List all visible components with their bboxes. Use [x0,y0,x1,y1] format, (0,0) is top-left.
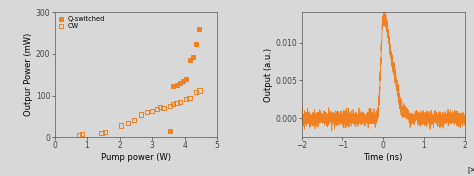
CW [98,132,106,134]
CW [124,121,131,124]
Q-switched [195,28,203,30]
Q-switched [176,82,183,84]
CW [137,113,145,116]
CW [166,105,174,107]
CW [192,91,200,94]
Y-axis label: Output (a.u.): Output (a.u.) [264,48,273,102]
CW [195,89,203,92]
Q-switched [170,85,177,88]
Q-switched [166,130,174,132]
CW [153,108,161,110]
CW [176,100,183,103]
Q-switched [189,56,197,59]
CW [186,96,193,99]
CW [75,134,82,137]
Q-switched [192,42,200,45]
X-axis label: Time (ns): Time (ns) [364,153,403,162]
CW [156,106,164,109]
Y-axis label: Outpur Power (mW): Outpur Power (mW) [24,33,33,117]
Text: [×10⁻⁸]: [×10⁻⁸] [468,165,474,172]
CW [170,103,177,105]
CW [78,133,86,135]
CW [118,124,125,127]
CW [144,111,151,114]
Legend: Q-switched, CW: Q-switched, CW [56,14,106,30]
Q-switched [179,80,187,82]
CW [160,107,167,109]
Q-switched [173,83,180,86]
CW [101,131,109,134]
X-axis label: Pump power (W): Pump power (W) [101,153,171,162]
Q-switched [182,78,190,80]
CW [182,98,190,100]
CW [130,118,138,121]
Q-switched [186,59,193,62]
CW [148,110,156,112]
CW [173,102,180,105]
